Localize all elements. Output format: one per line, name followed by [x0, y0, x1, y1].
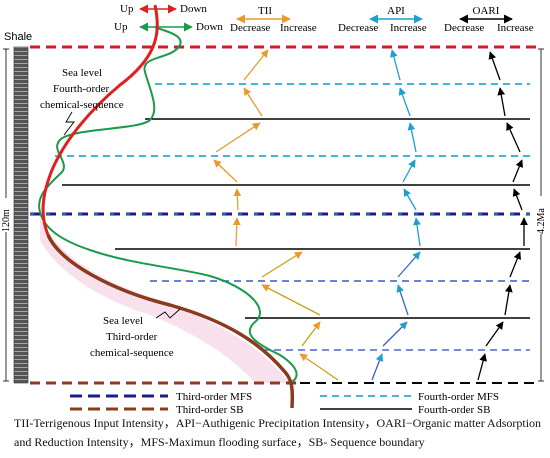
green-down-label: Down: [196, 21, 223, 33]
caption-line-2: and Reduction Intensity，MFS-Maximun floo…: [14, 435, 425, 449]
api-arrows: [371, 49, 421, 381]
api-increase: Increase: [390, 22, 427, 34]
green-up-label: Up: [114, 21, 128, 33]
api-arrow: [407, 122, 417, 153]
red-up-label: Up: [120, 3, 134, 15]
third-order-text: Third-order: [106, 331, 158, 343]
shale-label: Shale: [4, 31, 32, 43]
oari-header: OARI Decrease Increase: [444, 5, 534, 34]
fourth-order-sea-level-curve: [38, 26, 298, 384]
legend-third-mfs: Third-order MFS: [176, 391, 252, 403]
api-arrow: [390, 49, 401, 81]
thickness-label: 120m: [1, 209, 12, 232]
api-arrow: [398, 87, 411, 117]
api-arrow: [382, 321, 408, 347]
third-order-sea-level-curve: [41, 4, 159, 236]
thickness-bar: 120m: [1, 48, 12, 382]
api-arrow: [402, 159, 416, 183]
api-arrow: [413, 217, 421, 247]
oari-arrow: [477, 353, 487, 381]
boundaries: [30, 45, 540, 385]
legend-fourth-mfs: Fourth-order MFS: [418, 391, 499, 403]
oari-arrow: [512, 159, 523, 183]
tii-arrow: [243, 49, 269, 81]
api-arrow: [403, 188, 417, 211]
red-curve-scale: Up Down: [120, 3, 207, 15]
figure-caption: TII-Terrigenous Input Intensity，API−Auth…: [14, 414, 544, 452]
tii-arrow: [301, 321, 321, 347]
tii-arrow: [215, 122, 261, 153]
third-order-annotation: Sea level Third-order chemical-sequence: [90, 308, 181, 359]
third-chemical-sequence: chemical-sequence: [90, 347, 174, 359]
shale-column: [13, 46, 29, 384]
fourth-order-annotation: Sea level Fourth-order chemical-sequence: [40, 67, 124, 136]
oari-decrease: Decrease: [444, 22, 484, 34]
api-arrow: [396, 284, 409, 316]
tii-arrow: [233, 188, 242, 211]
oari-arrow: [506, 122, 521, 153]
tii-arrow: [213, 159, 238, 183]
tii-arrows: [213, 49, 339, 381]
oari-arrow: [497, 87, 506, 117]
oari-arrow: [509, 251, 522, 278]
oari-arrow: [512, 188, 523, 211]
oari-arrow: [488, 51, 501, 81]
tii-arrow: [261, 284, 321, 316]
tii-increase: Increase: [280, 22, 317, 34]
caption-line-1: TII-Terrigenous Input Intensity，API−Auth…: [14, 416, 542, 430]
legend-fourth-sb: Fourth-order SB: [418, 404, 490, 416]
legend-third-sb: Third-order SB: [176, 404, 244, 416]
tii-decrease: Decrease: [230, 22, 270, 34]
oari-increase: Increase: [497, 22, 534, 34]
api-decrease: Decrease: [338, 22, 378, 34]
red-down-label: Down: [180, 3, 207, 15]
legend: Third-order MFS Third-order SB Fourth-or…: [70, 391, 499, 416]
green-curve-scale: Up Down: [114, 21, 223, 33]
third-order-shading: [40, 218, 290, 383]
oari-title: OARI: [473, 5, 500, 17]
tii-header: TII Decrease Increase: [230, 5, 317, 34]
tii-title: TII: [258, 5, 272, 17]
age-bar: 4.2Ma: [536, 48, 547, 382]
age-label: 4.2Ma: [536, 208, 547, 234]
annotation-leader: [155, 308, 181, 319]
oari-arrow: [504, 284, 513, 316]
tii-arrow: [243, 87, 263, 117]
tii-arrow: [232, 217, 241, 247]
third-sea-level: Sea level: [103, 315, 143, 327]
annotation-leader: [63, 111, 75, 136]
api-title: API: [387, 5, 405, 17]
oari-arrow: [485, 321, 504, 347]
fourth-chemical-sequence: chemical-sequence: [40, 99, 124, 111]
oari-arrows: [477, 51, 528, 381]
tii-arrow: [299, 353, 339, 381]
api-arrow: [397, 251, 421, 278]
fourth-sea-level: Sea level: [62, 67, 102, 79]
api-arrow: [371, 353, 384, 381]
api-header: API Decrease Increase: [338, 5, 427, 34]
tii-arrow: [261, 251, 303, 278]
fourth-order-text: Fourth-order: [53, 83, 110, 95]
